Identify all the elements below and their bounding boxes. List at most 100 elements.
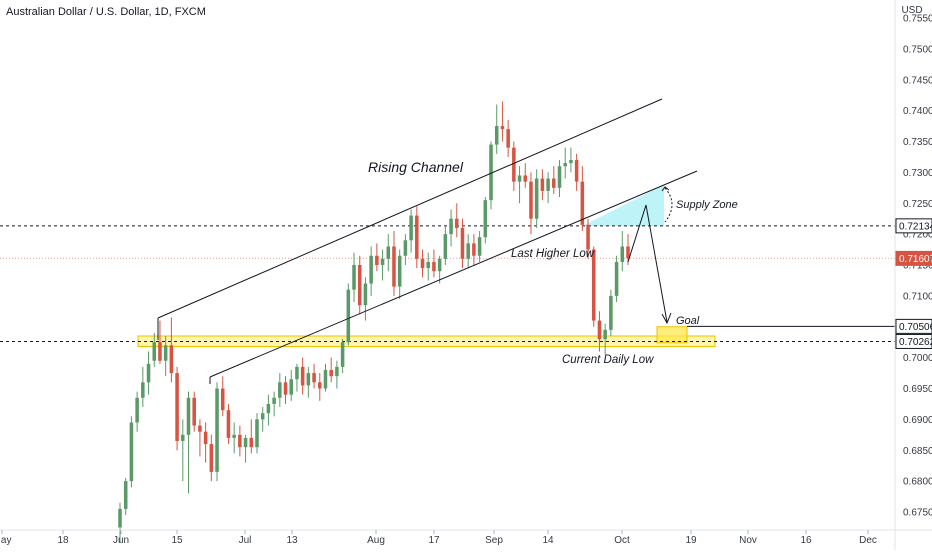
candle[interactable]: [597, 311, 602, 352]
candle[interactable]: [380, 249, 385, 281]
candle[interactable]: [415, 206, 419, 269]
candle[interactable]: [512, 141, 516, 191]
candle[interactable]: [546, 172, 550, 204]
candle[interactable]: [232, 422, 236, 454]
candle[interactable]: [272, 391, 276, 417]
candle[interactable]: [260, 407, 265, 432]
candle[interactable]: [591, 246, 596, 327]
candle[interactable]: [403, 234, 408, 265]
candle[interactable]: [243, 434, 248, 463]
candle[interactable]: [249, 419, 254, 454]
candle[interactable]: [609, 289, 613, 337]
candle[interactable]: [603, 323, 607, 355]
candle[interactable]: [129, 416, 134, 488]
candle[interactable]: [118, 502, 122, 543]
candle[interactable]: [329, 357, 333, 383]
candle[interactable]: [335, 360, 339, 389]
candle[interactable]: [494, 104, 499, 154]
candle[interactable]: [209, 434, 214, 482]
candle[interactable]: [220, 376, 225, 417]
candle[interactable]: [375, 243, 379, 272]
candle[interactable]: [552, 166, 556, 194]
candle[interactable]: [306, 366, 311, 398]
candle[interactable]: [420, 249, 425, 278]
candle[interactable]: [215, 382, 219, 482]
candle[interactable]: [346, 283, 351, 346]
candle[interactable]: [626, 234, 630, 265]
candle[interactable]: [238, 425, 242, 457]
candle[interactable]: [255, 413, 259, 454]
candle[interactable]: [534, 169, 539, 228]
candle[interactable]: [392, 231, 396, 296]
candle[interactable]: [158, 320, 162, 364]
candle[interactable]: [386, 234, 391, 272]
candle[interactable]: [557, 160, 562, 198]
candle[interactable]: [409, 209, 413, 253]
candle[interactable]: [340, 339, 345, 374]
candle[interactable]: [141, 366, 145, 408]
candle[interactable]: [483, 197, 488, 244]
candle[interactable]: [614, 255, 619, 303]
candle[interactable]: [169, 317, 174, 383]
candle[interactable]: [517, 166, 522, 204]
candle[interactable]: [226, 403, 231, 445]
candle[interactable]: [563, 147, 567, 179]
candle[interactable]: [437, 255, 442, 284]
candle[interactable]: [192, 391, 196, 432]
candle[interactable]: [203, 422, 208, 463]
candle[interactable]: [466, 234, 470, 269]
candle[interactable]: [163, 336, 168, 377]
candle[interactable]: [289, 369, 294, 401]
x-tick-label: 15: [171, 535, 183, 546]
candle[interactable]: [123, 478, 128, 516]
candle[interactable]: [352, 252, 356, 303]
candle[interactable]: [477, 231, 482, 262]
candle[interactable]: [186, 391, 191, 494]
candle[interactable]: [489, 141, 493, 210]
candle[interactable]: [426, 252, 430, 281]
candle[interactable]: [574, 153, 579, 191]
candle[interactable]: [181, 419, 185, 482]
candle[interactable]: [312, 363, 316, 389]
candle[interactable]: [460, 218, 465, 269]
candle-body: [557, 166, 562, 188]
candle[interactable]: [369, 246, 373, 296]
candle[interactable]: [506, 119, 510, 157]
candle[interactable]: [580, 166, 585, 232]
candle[interactable]: [283, 376, 288, 404]
candle[interactable]: [295, 363, 299, 392]
candle[interactable]: [443, 224, 448, 265]
candle[interactable]: [300, 357, 305, 395]
candle-body: [306, 373, 311, 386]
candle[interactable]: [323, 363, 328, 392]
candle[interactable]: [449, 209, 453, 247]
candle[interactable]: [586, 218, 590, 259]
candle[interactable]: [198, 419, 202, 457]
candle[interactable]: [278, 373, 282, 408]
candle[interactable]: [152, 332, 157, 367]
candle[interactable]: [135, 391, 139, 432]
candle[interactable]: [397, 249, 402, 299]
candle[interactable]: [318, 373, 322, 401]
candle[interactable]: [569, 147, 573, 173]
candle[interactable]: [540, 169, 545, 201]
candle[interactable]: [146, 351, 151, 395]
candle[interactable]: [529, 172, 533, 235]
candle[interactable]: [472, 234, 476, 265]
candle[interactable]: [454, 203, 459, 238]
candle[interactable]: [175, 366, 179, 451]
candle[interactable]: [357, 255, 362, 315]
candle-body: [335, 366, 339, 377]
candle[interactable]: [432, 249, 436, 278]
candle-body: [209, 444, 214, 472]
candle[interactable]: [620, 231, 625, 272]
candle[interactable]: [363, 277, 368, 321]
time-axis[interactable]: May 18 Jun 15 Jul 13 Aug 17 Sep 14 Oct 19 Nov 16 Dec: [0, 530, 877, 546]
candle-body: [135, 397, 139, 423]
candle[interactable]: [500, 101, 505, 142]
candle[interactable]: [266, 394, 271, 426]
candle[interactable]: [523, 163, 528, 188]
